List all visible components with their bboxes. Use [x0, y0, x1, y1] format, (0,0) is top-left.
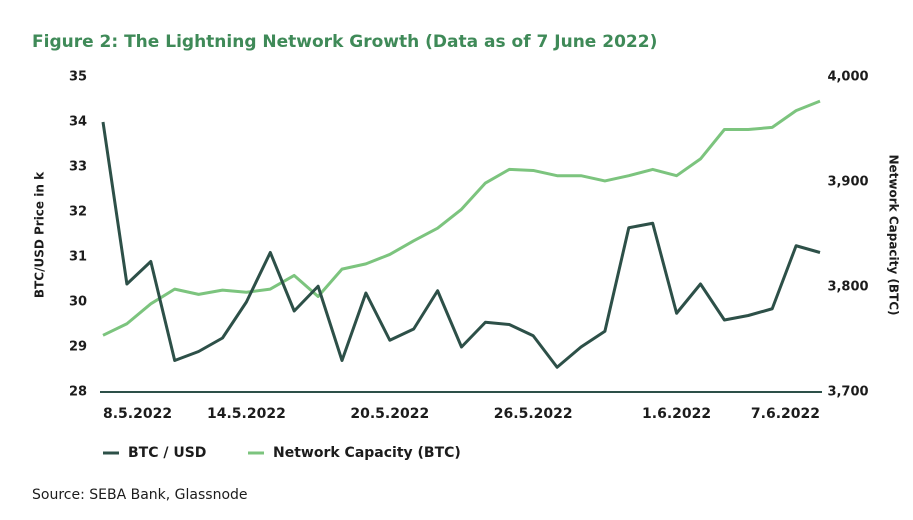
legend-label: Network Capacity (BTC): [273, 445, 461, 461]
y-tick-label: 30: [69, 295, 87, 310]
y2-tick-label: 3,800: [827, 280, 868, 295]
legend-label: BTC / USD: [128, 445, 206, 461]
y2-axis-label: Network Capacity (BTC): [887, 155, 901, 316]
y-tick-label: 34: [69, 115, 87, 130]
x-tick-label: 20.5.2022: [350, 406, 429, 422]
chart-title: Figure 2: The Lightning Network Growth (…: [32, 32, 657, 52]
x-tick-label: 7.6.2022: [751, 406, 820, 422]
y2-tick-label: 4,000: [827, 70, 868, 85]
series-line: [102, 99, 821, 337]
source: Source: SEBA Bank, Glassnode: [32, 487, 248, 503]
y-tick-label: 31: [69, 250, 87, 265]
y-tick-label: 28: [69, 385, 87, 400]
y2-tick-label: 3,700: [827, 385, 868, 400]
y-tick-label: 29: [69, 340, 87, 355]
y-tick-label: 32: [69, 205, 87, 220]
x-tick-label: 14.5.2022: [207, 406, 286, 422]
x-tick-label: 1.6.2022: [642, 406, 711, 422]
x-tick-label: 26.5.2022: [494, 406, 573, 422]
y-axis-label: BTC/USD Price in k: [33, 171, 47, 298]
y-tick-label: 35: [69, 70, 87, 85]
series-line: [101, 121, 821, 369]
y2-tick-label: 3,900: [827, 175, 868, 190]
x-tick-label: 8.5.2022: [103, 406, 172, 422]
y-tick-label: 33: [69, 160, 87, 175]
